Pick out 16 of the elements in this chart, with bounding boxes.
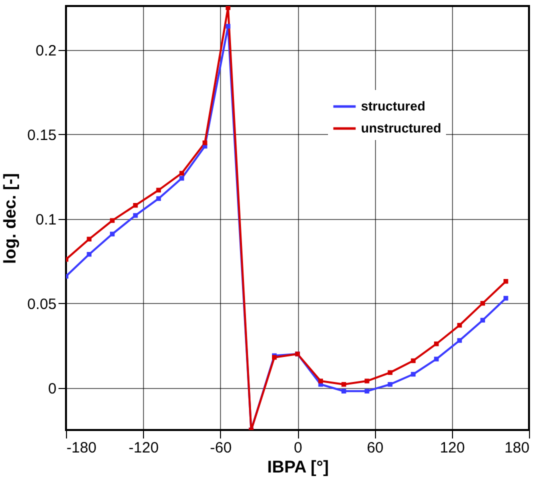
y-tick-label: 0.15: [27, 126, 56, 144]
x-tick-label: 120: [440, 440, 465, 456]
x-tick-label: -180: [66, 440, 97, 456]
y-tick-label: 0.05: [27, 296, 56, 313]
x-tick-label: 60: [366, 440, 384, 456]
x-tick-label: 180: [504, 440, 530, 456]
legend-label: structured: [361, 98, 426, 114]
legend-label: unstructured: [361, 120, 442, 136]
y-tick-label: 0.2: [36, 42, 56, 60]
y-tick-label: 0.1: [36, 211, 56, 228]
x-tick-label: -60: [210, 440, 232, 456]
x-tick-label: 0: [294, 440, 302, 456]
x-axis-title: IBPA [°]: [267, 458, 329, 476]
y-axis-title: log. dec. [-]: [0, 173, 20, 264]
y-tick-label: 0: [48, 380, 56, 398]
x-tick-label: -120: [128, 440, 159, 456]
